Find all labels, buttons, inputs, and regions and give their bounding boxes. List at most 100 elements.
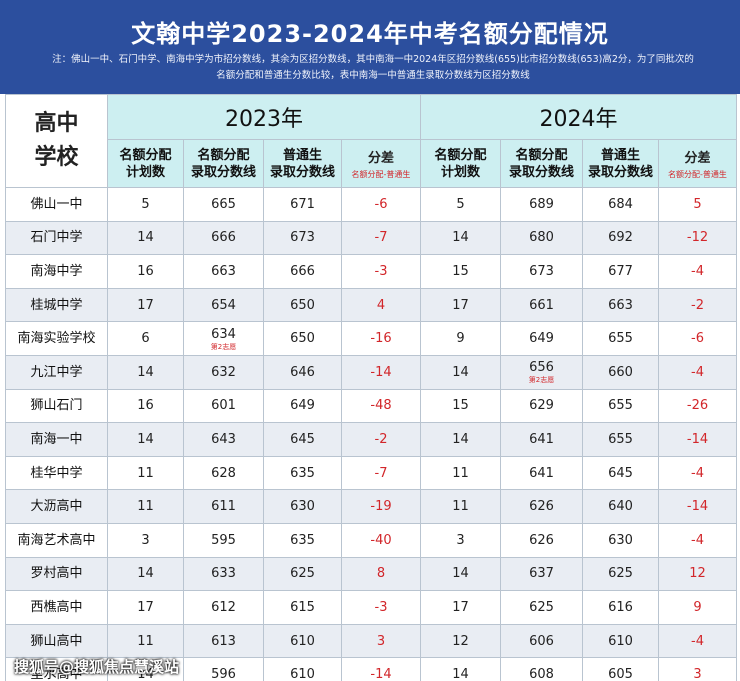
- cell-value: 610: [290, 667, 315, 681]
- cell-d23: -2: [341, 422, 421, 457]
- cell-p23: 6: [107, 321, 184, 356]
- header-2023-normal-l1: 普通生: [282, 147, 322, 163]
- cell-school: 石门中学: [5, 220, 108, 256]
- cell-d24: -12: [658, 220, 737, 256]
- cell-value: -4: [691, 465, 704, 481]
- cell-value: 650: [290, 297, 315, 313]
- cell-d23: 8: [341, 556, 421, 592]
- cell-value: 689: [529, 196, 554, 212]
- cell-d24: -2: [658, 287, 737, 323]
- school-header-line-2: 学校: [34, 145, 79, 170]
- cell-value: 14: [137, 230, 154, 246]
- cell-p24: 15: [420, 388, 501, 424]
- cell-a24: 626: [500, 522, 583, 558]
- cell-value: 9: [693, 599, 702, 615]
- cell-d24: -4: [658, 522, 737, 558]
- cell-a23: 612: [183, 590, 264, 625]
- header-2023-normal-score: 普通生 录取分数线: [263, 139, 342, 188]
- cell-d24: -6: [658, 321, 737, 356]
- cell-value: -14: [370, 667, 392, 681]
- cell-school: 西樵高中: [5, 590, 108, 625]
- school-header-line-1: 高中: [34, 111, 79, 136]
- header-note: 注：佛山一中、石门中学、南海中学为市招分数线，其余为区招分数线，其中南海一中20…: [18, 52, 728, 84]
- header-banner: 文翰中学2023-2024年中考名额分配情况 注：佛山一中、石门中学、南海中学为…: [0, 0, 740, 94]
- cell-value: -6: [691, 331, 704, 347]
- cell-value: -48: [370, 398, 392, 414]
- cell-school: 狮山石门: [5, 388, 108, 424]
- table-row: 狮山高中 11 613 610 3 12 606 610 -4: [5, 623, 737, 659]
- cell-value: 649: [529, 331, 554, 347]
- cell-p24: 17: [420, 590, 501, 625]
- cell-value: 671: [290, 196, 315, 212]
- cell-n24: 645: [582, 455, 659, 491]
- cell-value: 656: [529, 360, 554, 376]
- cell-d23: 3: [341, 623, 421, 659]
- cell-school: 桂华中学: [5, 455, 108, 491]
- cell-value: -7: [374, 465, 388, 481]
- cell-n24: 625: [582, 556, 659, 592]
- cell-n23: 610: [263, 657, 342, 681]
- cell-value: 3: [693, 667, 702, 681]
- cell-value: 625: [529, 599, 554, 615]
- cell-a24: 637: [500, 556, 583, 592]
- cell-n23: 615: [263, 590, 342, 625]
- cell-value: 673: [290, 230, 315, 246]
- quota-table: 高中 学校 2023年 2024年 名额分配 计划数 名额分配 录取分数线 普通…: [5, 94, 737, 681]
- header-2024-normal-l2: 录取分数线: [587, 164, 653, 180]
- cell-value: 640: [608, 499, 633, 515]
- cell-p23: 5: [107, 187, 184, 222]
- cell-value: 608: [529, 667, 554, 681]
- cell-value: 里水高中: [30, 667, 83, 681]
- cell-value: 596: [211, 667, 236, 681]
- cell-value: 桂城中学: [30, 297, 83, 313]
- cell-value: 610: [608, 633, 633, 649]
- header-2023-plan-l2: 计划数: [125, 164, 165, 180]
- cell-a24: 641: [500, 422, 583, 457]
- cell-value: 643: [211, 431, 236, 447]
- cell-a23: 633: [183, 556, 264, 592]
- cell-a23: 632: [183, 354, 264, 390]
- cell-p23: 17: [107, 287, 184, 323]
- cell-p23: 3: [107, 522, 184, 558]
- header-2023-diff: 分差 名额分配-普通生: [341, 139, 421, 188]
- cell-value: 4: [376, 297, 386, 313]
- cell-p23: 14: [107, 220, 184, 256]
- cell-value: 630: [608, 532, 633, 548]
- cell-value: 11: [452, 499, 469, 515]
- cell-value: -3: [374, 263, 388, 279]
- table-body: 佛山一中 5 665 671 -6 5 689 684 5 石门中学 14 666 673 -7 14 680…: [5, 187, 737, 681]
- cell-a23: 596: [183, 657, 264, 681]
- cell-a24: 606: [500, 623, 583, 659]
- cell-value: 616: [608, 599, 633, 615]
- cell-d23: -14: [341, 657, 421, 681]
- cell-a24: 656 第2志愿: [500, 354, 583, 390]
- cell-a24: 626: [500, 489, 583, 524]
- cell-p24: 9: [420, 321, 501, 356]
- cell-value: 狮山高中: [30, 633, 83, 649]
- cell-value: 595: [211, 532, 236, 548]
- cell-n24: 630: [582, 522, 659, 558]
- year-2023-header: 2023年: [107, 94, 421, 140]
- cell-value: 5: [456, 196, 465, 212]
- cell-value: 641: [529, 431, 554, 447]
- cell-n24: 655: [582, 321, 659, 356]
- table-row: 西樵高中 17 612 615 -3 17 625 616 9: [5, 590, 737, 625]
- cell-school: 狮山高中: [5, 623, 108, 659]
- cell-value: 645: [290, 431, 315, 447]
- cell-a24: 661: [500, 287, 583, 323]
- cell-p24: 14: [420, 220, 501, 256]
- school-column-header: 高中 学校: [5, 94, 108, 188]
- cell-a24: 689: [500, 187, 583, 222]
- cell-n24: 655: [582, 388, 659, 424]
- cell-a23: 595: [183, 522, 264, 558]
- cell-value: 610: [290, 633, 315, 649]
- cell-value: -7: [374, 230, 388, 246]
- cell-p23: 17: [107, 590, 184, 625]
- cell-d23: -16: [341, 321, 421, 356]
- cell-value: 634: [211, 326, 236, 342]
- cell-value: 15: [452, 398, 469, 414]
- table-row: 大沥高中 11 611 630 -19 11 626 640 -14: [5, 489, 737, 524]
- choice-note: 第2志愿: [210, 342, 237, 351]
- cell-d24: -4: [658, 254, 737, 289]
- cell-n24: 616: [582, 590, 659, 625]
